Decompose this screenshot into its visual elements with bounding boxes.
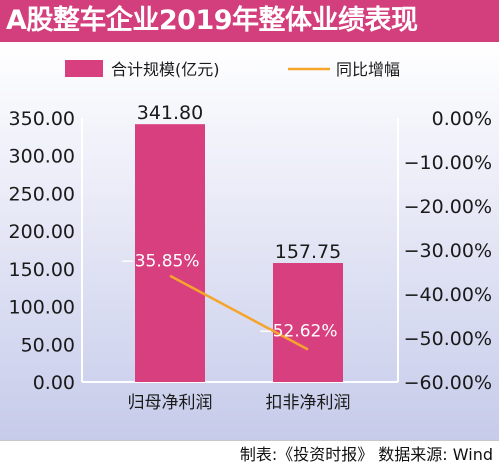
- left-axis-tick-label: 250.00: [9, 183, 75, 205]
- chart-title: A股整车企业2019年整体业绩表现: [0, 0, 499, 42]
- bar: [135, 124, 205, 382]
- right-axis-tick-label: 0.00%: [432, 108, 492, 130]
- right-axis-tick-label: −40.00%: [404, 284, 492, 306]
- left-axis-tick-label: 0.00: [33, 372, 75, 394]
- bar-value-label: 341.80: [137, 102, 203, 124]
- bar-value-label: 157.75: [275, 241, 341, 263]
- left-axis-tick-label: 150.00: [9, 259, 75, 281]
- legend-line-label: 同比增幅: [336, 60, 400, 79]
- growth-line: [169, 274, 309, 351]
- line-value-label: −52.62%: [258, 322, 337, 342]
- left-axis-tick-label: 50.00: [21, 334, 75, 356]
- source-note: 制表:《投资时报》 数据来源: Wind: [0, 440, 499, 469]
- line-value-label: −35.85%: [120, 252, 199, 272]
- right-axis-tick-label: −30.00%: [404, 240, 492, 262]
- bar: [273, 263, 343, 382]
- right-axis-tick-label: −60.00%: [404, 372, 492, 394]
- category-label: 扣非净利润: [266, 393, 351, 413]
- legend-bar-label: 合计规模(亿元): [111, 60, 220, 79]
- right-axis-tick-label: −50.00%: [404, 328, 492, 350]
- left-axis-tick-label: 200.00: [9, 221, 75, 243]
- category-label: 归母净利润: [128, 393, 213, 413]
- plot-area: [0, 42, 499, 440]
- chart-svg: 合计规模(亿元) 同比增幅 0.00 50.00 100.00 150.00 200.00 2…: [9, 60, 492, 413]
- legend-bar-swatch: [65, 60, 103, 77]
- left-axis-tick-label: 100.00: [9, 297, 75, 319]
- right-axis-tick-label: −20.00%: [404, 196, 492, 218]
- left-axis-tick-label: 300.00: [9, 146, 75, 168]
- left-axis-tick-label: 350.00: [9, 108, 75, 130]
- right-axis-tick-label: −10.00%: [404, 152, 492, 174]
